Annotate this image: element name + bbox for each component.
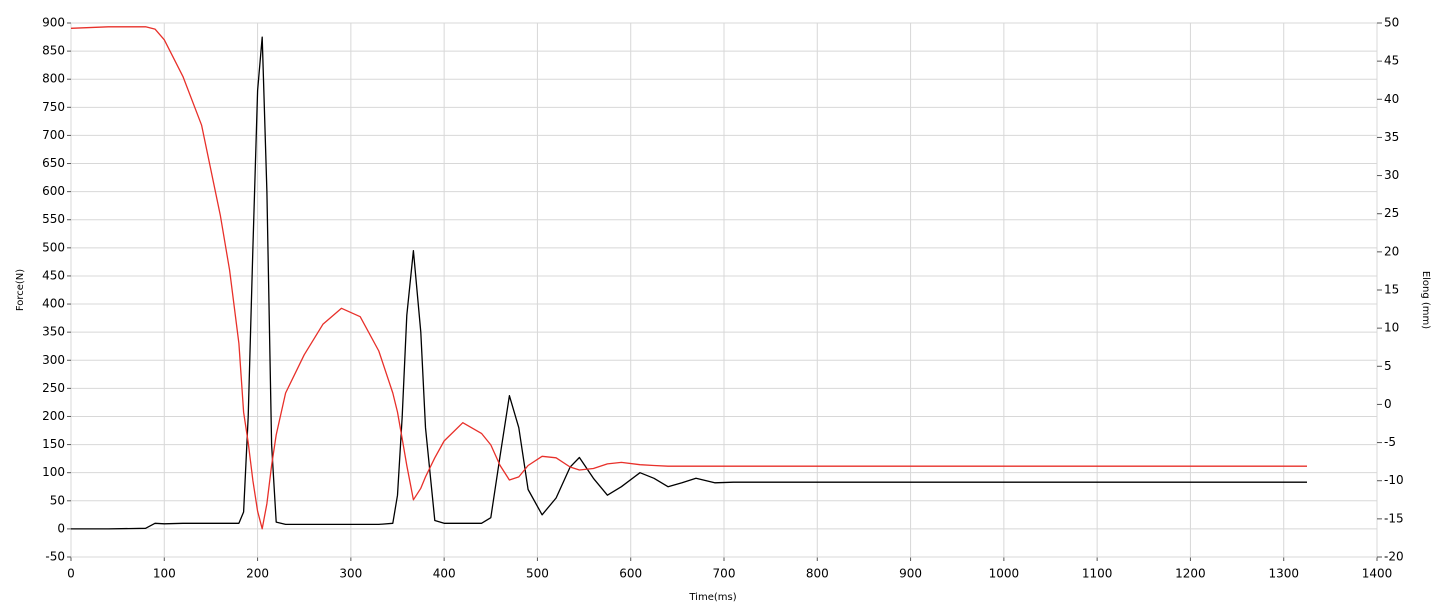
y-axis-title: Force(N): [15, 269, 26, 311]
y2-tick-label: 10: [1384, 321, 1399, 335]
y2-tick-label: 50: [1384, 16, 1399, 30]
y-tick-label: 750: [42, 100, 65, 114]
y-tick-label: 350: [42, 325, 65, 339]
y-tick-label: 800: [42, 72, 65, 86]
x-tick-label: 1400: [1362, 567, 1393, 581]
x-axis-title: Time(ms): [688, 592, 736, 603]
x-tick-label: 100: [153, 567, 176, 581]
x-tick-label: 500: [526, 567, 549, 581]
x-tick-label: 1300: [1268, 567, 1299, 581]
y2-tick-label: 45: [1384, 54, 1399, 68]
y2-tick-label: 40: [1384, 92, 1399, 106]
x-tick-label: 1200: [1175, 567, 1206, 581]
x-tick-label: 300: [339, 567, 362, 581]
y2-tick-label: -20: [1384, 550, 1404, 564]
y2-tick-label: 15: [1384, 283, 1399, 297]
y-tick-label: 250: [42, 381, 65, 395]
y-tick-label: 100: [42, 465, 65, 479]
x-tick-label: 700: [713, 567, 736, 581]
y-tick-label: 200: [42, 409, 65, 423]
series-line: [70, 26, 1307, 530]
x-tick-label: 900: [899, 567, 922, 581]
series-line: [71, 36, 1307, 530]
y-tick-label: 700: [42, 128, 65, 142]
y-tick-label: 650: [42, 156, 65, 170]
y-tick-label: -50: [45, 550, 65, 564]
y-tick-label: 550: [42, 212, 65, 226]
y2-tick-label: 5: [1384, 359, 1392, 373]
y2-tick-label: -15: [1384, 511, 1404, 525]
y2-tick-label: -10: [1384, 473, 1404, 487]
y2-tick-label: 30: [1384, 168, 1399, 182]
y-tick-label: 400: [42, 297, 65, 311]
x-tick-label: 400: [433, 567, 456, 581]
x-tick-label: 1000: [989, 567, 1020, 581]
y-tick-label: 450: [42, 268, 65, 282]
y2-axis-title: Elong (mm): [1420, 271, 1431, 329]
x-tick-label: 0: [67, 567, 75, 581]
y-tick-label: 150: [42, 437, 65, 451]
y-tick-label: 500: [42, 240, 65, 254]
x-tick-label: 600: [619, 567, 642, 581]
y-tick-label: 0: [57, 521, 65, 535]
y2-tick-label: 20: [1384, 244, 1399, 258]
y-tick-label: 900: [42, 16, 65, 30]
x-tick-label: 800: [806, 567, 829, 581]
y2-tick-label: -5: [1384, 435, 1396, 449]
y2-tick-label: 0: [1384, 397, 1392, 411]
y2-tick-label: 25: [1384, 206, 1399, 220]
x-tick-label: 1100: [1082, 567, 1113, 581]
y-tick-label: 300: [42, 353, 65, 367]
y-tick-label: 50: [50, 493, 65, 507]
y-tick-label: 600: [42, 184, 65, 198]
x-tick-label: 200: [246, 567, 269, 581]
y2-tick-label: 35: [1384, 130, 1399, 144]
y-tick-label: 850: [42, 44, 65, 58]
